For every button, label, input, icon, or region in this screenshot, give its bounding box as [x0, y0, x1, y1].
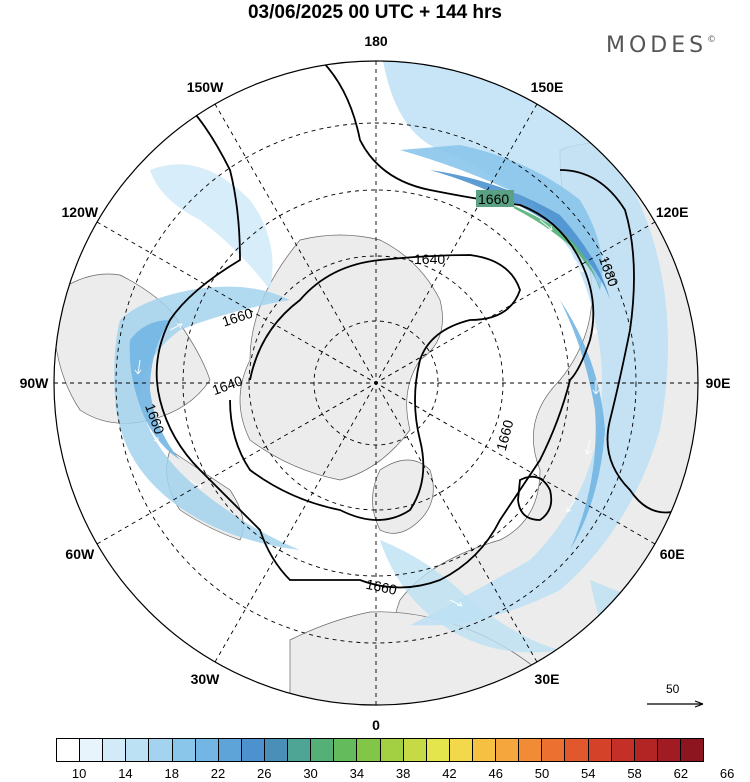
colorbar-tick-label: 14 [118, 766, 133, 781]
colorbar-swatch [288, 739, 312, 761]
colorbar-swatch [611, 739, 635, 761]
longitude-label: 120E [655, 204, 689, 220]
colorbar-swatch [172, 739, 196, 761]
colorbar-swatch [588, 739, 612, 761]
longitude-label: 60E [659, 546, 685, 562]
colorbar-swatch [334, 739, 358, 761]
longitude-label: 120W [61, 204, 99, 220]
colorbar-swatch [542, 739, 566, 761]
longitude-label: 150W [186, 78, 224, 95]
colorbar-swatch [57, 739, 81, 761]
geopotential-contours [155, 61, 681, 589]
colorbar-swatch [241, 739, 265, 761]
colorbar-tick-label: 38 [395, 766, 411, 781]
colorbar-swatch [195, 739, 219, 761]
longitude-label: 90W [19, 375, 49, 391]
copyright-mark: © [707, 34, 717, 45]
colorbar-tick-label: 62 [673, 766, 689, 781]
colorbar-swatch [357, 739, 381, 761]
colorbar-swatch [657, 739, 681, 761]
colorbar-tick-label: 50 [534, 766, 550, 781]
colorbar [56, 738, 704, 762]
colorbar-swatch [472, 739, 497, 761]
colorbar-tick-label: 46 [488, 766, 503, 781]
colorbar-tick-label: 26 [257, 766, 272, 781]
colorbar-swatch [218, 739, 242, 761]
colorbar-swatch [126, 739, 150, 761]
colorbar-swatch [264, 739, 289, 761]
map-border [53, 60, 699, 706]
colorbar-swatch [311, 739, 335, 761]
colorbar-tick-label: 22 [210, 766, 226, 781]
contour-label: 1660 [493, 418, 517, 452]
longitude-label: 30E [534, 671, 560, 688]
contour-label-group: 1660 1680 1640 1660 1640 1660 1660 1660 [142, 190, 622, 598]
colorbar-swatch [103, 739, 127, 761]
colorbar-tick-labels: 10141822263034384246505458626670 [56, 766, 734, 782]
colorbar-swatch [403, 739, 427, 761]
contour-label: 1640 [414, 251, 445, 267]
colorbar-swatch [634, 739, 658, 761]
colorbar-tick-label: 18 [164, 766, 179, 781]
chart-title: 03/06/2025 00 UTC + 144 hrs [247, 2, 503, 23]
brand-text: MODES [606, 33, 708, 58]
colorbar-swatch [380, 739, 404, 761]
colorbar-swatch [496, 739, 520, 761]
longitude-label: 60W [65, 546, 95, 562]
colorbar-swatch [449, 739, 473, 761]
colorbar-tick-label: 34 [349, 766, 365, 781]
colorbar-tick-label: 30 [303, 766, 318, 781]
reference-vector-label: 50 [666, 682, 680, 696]
longitude-label: 90E [705, 375, 731, 391]
colorbar-swatch [426, 739, 450, 761]
reference-vector-arrow [647, 700, 704, 708]
longitude-label: 150E [530, 78, 564, 95]
colorbar-swatch [149, 739, 173, 761]
longitude-label: 0 [372, 717, 380, 733]
colorbar-tick-label: 58 [627, 766, 642, 781]
colorbar-tick-label: 66 [719, 766, 735, 781]
contour-label: 1660 [364, 576, 398, 598]
colorbar-tick-label: 54 [581, 766, 596, 781]
longitude-label: 180 [364, 33, 388, 49]
colorbar-tick-label: 42 [442, 766, 457, 781]
colorbar-swatch [80, 739, 104, 761]
colorbar-swatch [680, 739, 704, 761]
colorbar-tick-label: 10 [71, 766, 87, 781]
modes-logo: MODES© [606, 33, 716, 58]
colorbar-swatch [565, 739, 589, 761]
contour-label: 1660 [478, 191, 509, 207]
longitude-label: 30W [190, 671, 220, 688]
colorbar-swatch [519, 739, 543, 761]
meridians [54, 61, 698, 705]
